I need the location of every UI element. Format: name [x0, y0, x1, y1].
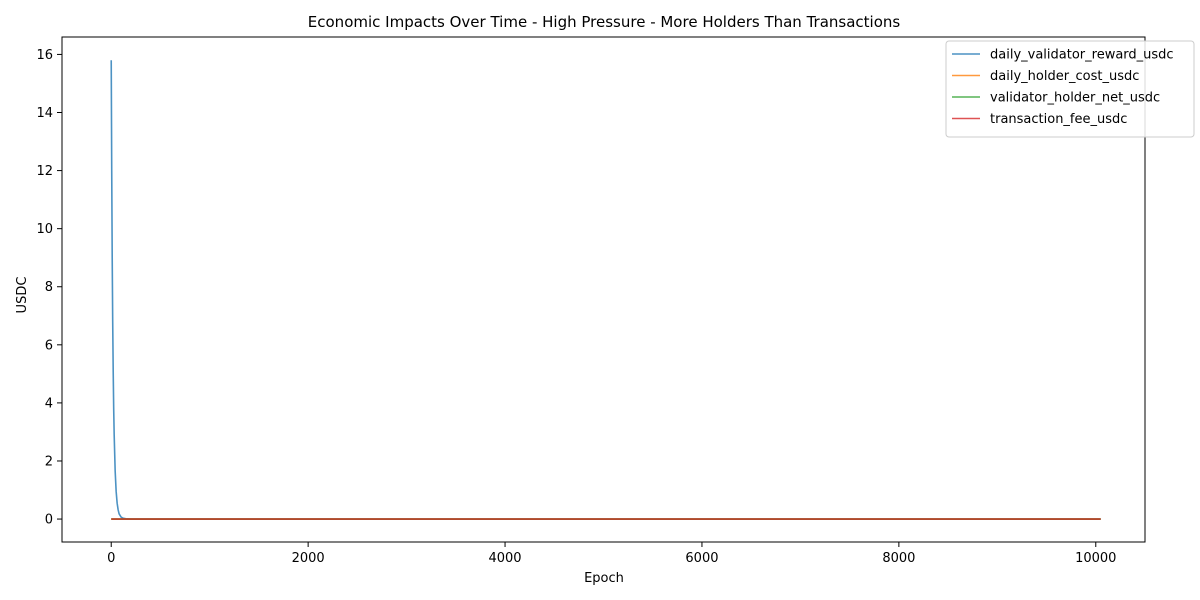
y-tick-label: 4 [45, 396, 53, 411]
y-tick-label: 10 [36, 222, 53, 237]
y-tick-label: 0 [45, 513, 53, 528]
y-axis-label: USDC [15, 277, 30, 314]
legend-box [945, 40, 1195, 138]
x-tick-label: 8000 [882, 551, 915, 566]
legend-label: daily_validator_reward_usdc [990, 48, 1174, 63]
chart-title: Economic Impacts Over Time - High Pressu… [308, 13, 901, 31]
legend: daily_validator_reward_usdc daily_holder_… [945, 40, 1195, 138]
y-tick-label: 16 [36, 48, 53, 63]
x-tick-label: 2000 [292, 551, 325, 566]
x-axis-label: Epoch [584, 571, 624, 586]
x-tick-label: 0 [107, 551, 115, 566]
legend-label: validator_holder_net_usdc [990, 91, 1160, 106]
y-tick-label: 2 [45, 454, 53, 469]
y-tick-label: 12 [36, 164, 53, 179]
plot-area [110, 60, 1101, 520]
y-tick-label: 14 [36, 106, 53, 121]
x-tick-label: 6000 [685, 551, 718, 566]
y-tick-label: 8 [45, 280, 53, 295]
y-tick-label: 6 [45, 338, 53, 353]
x-tick-label: 10000 [1075, 551, 1116, 566]
legend-label: daily_holder_cost_usdc [990, 69, 1139, 84]
x-tick-label: 4000 [488, 551, 521, 566]
axes: 0 2000 4000 6000 8000 10000 0 2 4 6 8 10 12 14 16 [36, 36, 1146, 566]
axes-frame [61, 36, 1146, 543]
legend-label: transaction_fee_usdc [990, 112, 1127, 127]
